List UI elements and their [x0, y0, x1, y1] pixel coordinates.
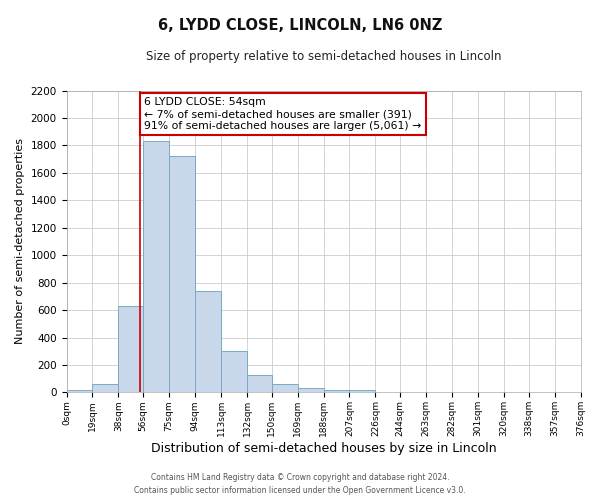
Bar [323, 390, 349, 392]
Bar [349, 390, 376, 392]
Bar [298, 388, 323, 392]
X-axis label: Distribution of semi-detached houses by size in Lincoln: Distribution of semi-detached houses by … [151, 442, 496, 455]
Bar [221, 350, 247, 393]
Text: Contains HM Land Registry data © Crown copyright and database right 2024.
Contai: Contains HM Land Registry data © Crown c… [134, 474, 466, 495]
Y-axis label: Number of semi-detached properties: Number of semi-detached properties [15, 138, 25, 344]
Title: Size of property relative to semi-detached houses in Lincoln: Size of property relative to semi-detach… [146, 50, 501, 63]
Bar [272, 384, 298, 392]
Bar [143, 142, 169, 392]
Bar [92, 384, 118, 392]
Text: 6, LYDD CLOSE, LINCOLN, LN6 0NZ: 6, LYDD CLOSE, LINCOLN, LN6 0NZ [158, 18, 442, 32]
Bar [169, 156, 195, 392]
Bar [247, 374, 272, 392]
Bar [67, 390, 92, 392]
Bar [195, 291, 221, 392]
Text: 6 LYDD CLOSE: 54sqm
← 7% of semi-detached houses are smaller (391)
91% of semi-d: 6 LYDD CLOSE: 54sqm ← 7% of semi-detache… [145, 98, 422, 130]
Bar [118, 306, 143, 392]
